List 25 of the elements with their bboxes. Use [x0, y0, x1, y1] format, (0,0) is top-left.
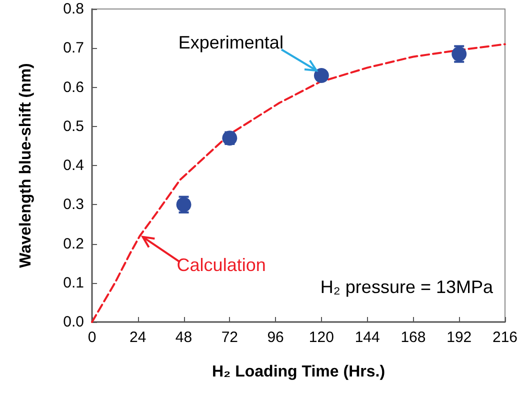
x-tick-label: 144 — [354, 329, 380, 346]
y-tick-label: 0.0 — [63, 314, 84, 330]
y-tick-label: 0.7 — [63, 40, 84, 57]
x-tick-label: 72 — [221, 329, 238, 346]
x-tick-label: 192 — [446, 329, 472, 346]
x-tick-label: 96 — [267, 329, 284, 346]
x-tick-label: 0 — [88, 329, 96, 346]
x-tick-label: 120 — [308, 329, 334, 346]
x-tick-label: 48 — [175, 329, 192, 346]
y-axis-title: Wavelength blue-shift (nm) — [18, 63, 34, 268]
annotation: Experimental — [178, 32, 284, 53]
x-tick-label: 168 — [400, 329, 426, 346]
y-tick-label: 0.5 — [63, 118, 84, 135]
y-tick-label: 0.1 — [63, 274, 84, 292]
x-axis-title: H₂ Loading Time (Hrs.) — [212, 364, 386, 380]
x-tick-label: 216 — [492, 329, 518, 346]
y-tick-label: 0.6 — [63, 78, 84, 96]
annotation: Calculation — [176, 254, 266, 275]
y-tick-label: 0.3 — [63, 196, 84, 214]
annotation: H₂ pressure = 13MPa — [320, 277, 494, 297]
point — [314, 68, 329, 84]
y-tick-label: 0.8 — [63, 0, 84, 18]
y-tick-label: 0.2 — [63, 235, 84, 252]
y-tick-label: 0.4 — [63, 157, 84, 174]
x-tick-label: 24 — [130, 329, 146, 346]
